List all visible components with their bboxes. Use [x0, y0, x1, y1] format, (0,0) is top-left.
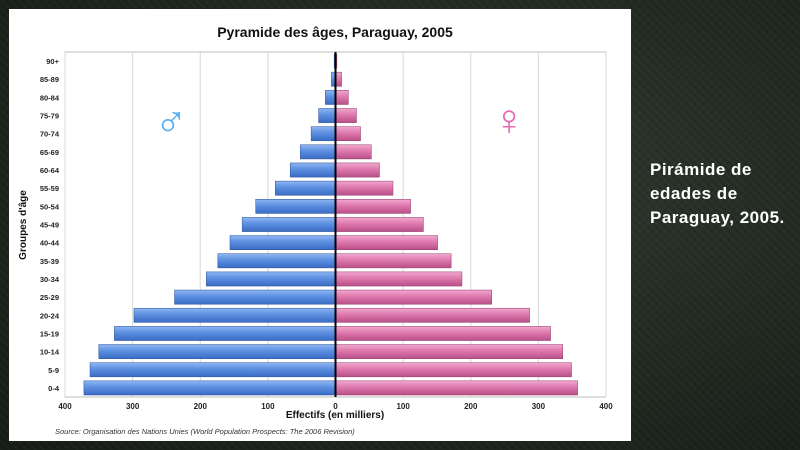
bar-female-10-14 — [335, 344, 563, 359]
y-tick-label: 75-79 — [40, 112, 59, 121]
bar-female-60-64 — [335, 162, 380, 178]
bar-female-40-44 — [335, 235, 438, 250]
y-axis-label: Groupes d'âge — [18, 190, 29, 260]
bar-female-70-74 — [335, 126, 361, 142]
bar-male-15-19 — [114, 326, 336, 341]
x-tick-label: 200 — [194, 402, 208, 411]
bar-male-5-9 — [89, 362, 336, 378]
y-tick-label: 15-19 — [40, 329, 59, 338]
y-tick-label: 30-34 — [40, 275, 60, 284]
x-tick-label: 100 — [261, 402, 275, 411]
population-pyramid-chart: Pyramide des âges, Paraguay, 2005 0-4 5-9… — [18, 24, 613, 436]
x-tick-label: 400 — [599, 402, 613, 411]
y-tick-label: 20-24 — [40, 311, 60, 320]
x-tick-label: 300 — [126, 402, 140, 411]
y-tick-label: 50-54 — [40, 202, 60, 211]
bar-female-75-79 — [335, 108, 357, 123]
male-symbol-icon: ♂ — [155, 96, 188, 145]
bar-female-30-34 — [335, 271, 463, 287]
bar-male-45-49 — [241, 217, 336, 232]
y-tick-label: 60-64 — [40, 166, 60, 175]
bar-male-80-84 — [325, 90, 336, 105]
source-note: Source: Organisation des Nations Unies (… — [55, 427, 355, 436]
bar-male-25-29 — [174, 289, 336, 305]
y-tick-label: 0-4 — [48, 384, 60, 393]
x-tick-label: 100 — [396, 402, 410, 411]
bar-male-40-44 — [229, 235, 336, 250]
y-tick-label: 35-39 — [40, 257, 59, 266]
y-tick-label: 10-14 — [40, 348, 60, 357]
x-tick-label: 400 — [58, 402, 72, 411]
y-tick-label: 85-89 — [40, 75, 59, 84]
female-symbol-icon: ♀ — [493, 96, 526, 145]
y-tick-label: 65-69 — [40, 148, 59, 157]
y-tick-label: 45-49 — [40, 221, 59, 230]
bar-male-60-64 — [289, 162, 336, 178]
y-tick-label: 5-9 — [48, 366, 59, 375]
y-tick-label: 25-29 — [40, 293, 59, 302]
bar-female-65-69 — [335, 144, 372, 160]
bar-female-80-84 — [335, 90, 349, 105]
bar-female-0-4 — [335, 380, 578, 396]
y-tick-label: 90+ — [46, 57, 59, 66]
y-tick-label: 80-84 — [40, 93, 60, 102]
bar-male-70-74 — [310, 126, 336, 142]
bar-male-0-4 — [83, 380, 336, 396]
bar-male-75-79 — [318, 108, 336, 123]
x-tick-label: 300 — [532, 402, 546, 411]
bar-male-20-24 — [133, 307, 336, 323]
y-tick-label: 40-44 — [40, 239, 60, 248]
bar-male-30-34 — [206, 271, 336, 287]
bar-female-25-29 — [335, 289, 492, 305]
bar-male-50-54 — [255, 199, 336, 214]
chart-image: Pyramide des âges, Paraguay, 2005 0-4 5-9… — [9, 9, 631, 441]
y-tick-label: 55-59 — [40, 184, 59, 193]
x-axis-label: Effectifs (en milliers) — [286, 410, 384, 421]
slide-caption: Pirámide de edades de Paraguay, 2005. — [650, 160, 785, 227]
bar-male-35-39 — [217, 253, 336, 269]
bar-male-55-59 — [275, 180, 336, 196]
bar-female-15-19 — [335, 326, 551, 341]
bar-female-20-24 — [335, 307, 530, 323]
bar-female-50-54 — [335, 199, 411, 214]
bar-male-65-69 — [300, 144, 336, 160]
bar-female-5-9 — [335, 362, 572, 378]
bar-female-55-59 — [335, 180, 394, 196]
bar-female-45-49 — [335, 217, 424, 232]
y-tick-label: 70-74 — [40, 130, 60, 139]
chart-title: Pyramide des âges, Paraguay, 2005 — [217, 24, 453, 40]
bar-male-10-14 — [98, 344, 336, 359]
bar-female-35-39 — [335, 253, 452, 269]
x-tick-label: 200 — [464, 402, 478, 411]
x-tick-label: 0 — [333, 402, 338, 411]
